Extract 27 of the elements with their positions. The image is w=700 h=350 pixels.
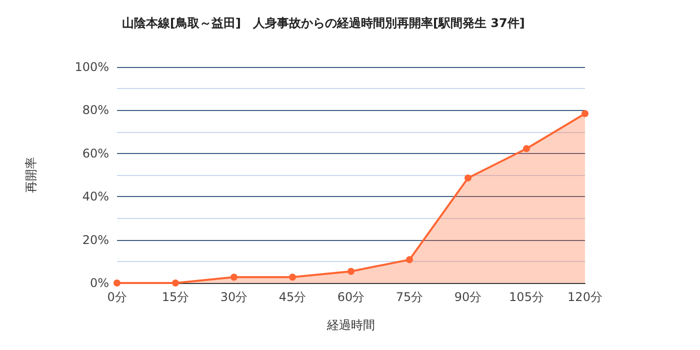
- point: [172, 280, 179, 286]
- chart-title: 山陰本線[鳥取～益田] 人身事故からの経過時間別再開率[駅間発生 37件]: [122, 16, 525, 30]
- x-tick-label: 105分: [509, 290, 544, 304]
- x-tick-label: 90分: [454, 290, 482, 304]
- point: [289, 274, 296, 281]
- point: [523, 145, 530, 152]
- point: [406, 256, 413, 264]
- x-tick-label: 60分: [337, 290, 365, 304]
- y-tick-label: 0%: [90, 276, 109, 290]
- y-tick-label: 60%: [82, 146, 109, 160]
- x-axis-title: 経過時間: [326, 318, 375, 332]
- point: [582, 110, 588, 118]
- x-tick-label: 45分: [278, 290, 306, 304]
- y-axis-title: 再開率: [24, 157, 38, 193]
- x-tick-label: 75分: [396, 290, 424, 304]
- x-tick-label: 120分: [568, 290, 602, 304]
- point: [114, 280, 120, 286]
- x-tick-label: 15分: [162, 290, 190, 304]
- x-tick-label: 30分: [220, 290, 248, 304]
- point: [230, 274, 238, 281]
- y-tick-label: 80%: [82, 103, 109, 118]
- x-tick-label: 0分: [107, 290, 127, 304]
- y-tick-label: 100%: [74, 60, 109, 74]
- point: [348, 268, 354, 275]
- y-tick-label: 40%: [82, 190, 109, 204]
- y-tick-label: 20%: [82, 232, 109, 247]
- point: [464, 174, 472, 182]
